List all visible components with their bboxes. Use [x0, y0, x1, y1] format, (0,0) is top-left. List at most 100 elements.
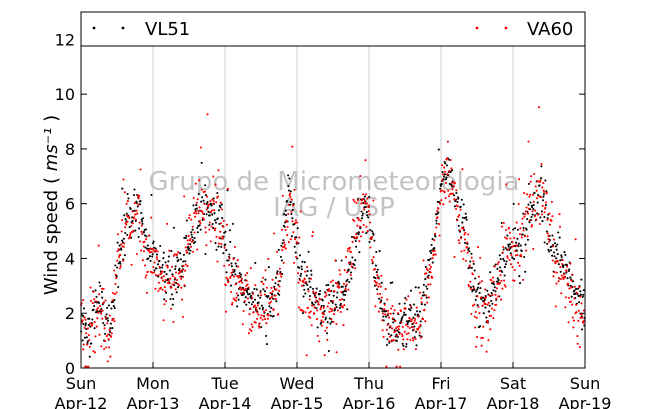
- data-point-VA60: [545, 191, 548, 194]
- data-point-VA60: [346, 249, 349, 253]
- data-point-VA60: [130, 224, 133, 228]
- data-point-VL51: [361, 214, 364, 217]
- data-point-VL51: [162, 251, 165, 254]
- data-point-VA60: [89, 322, 92, 325]
- data-point-VA60: [271, 295, 274, 298]
- y-axis-label-paren-open: (: [41, 177, 62, 184]
- data-point-VA60: [424, 320, 427, 323]
- data-point-VA60: [157, 281, 160, 284]
- data-point-VL51: [569, 276, 572, 279]
- data-point-VA60: [346, 271, 349, 274]
- data-point-VL51: [415, 330, 418, 333]
- data-point-VL51: [107, 304, 110, 307]
- data-point-VL51: [201, 196, 204, 199]
- data-point-VA60: [517, 202, 520, 206]
- data-point-VA60: [415, 306, 418, 309]
- data-point-VL51: [328, 293, 331, 296]
- data-point-VL51: [248, 301, 251, 304]
- data-point-VA60: [441, 164, 444, 167]
- data-point-VA60: [481, 336, 485, 339]
- data-point-VA60: [578, 346, 581, 349]
- data-point-VA60: [409, 338, 412, 342]
- data-point-VL51: [504, 246, 507, 250]
- data-point-VA60: [151, 247, 154, 250]
- data-point-VL51: [564, 253, 567, 256]
- data-point-VL51: [544, 203, 547, 207]
- data-point-VA60: [391, 304, 394, 308]
- data-point-VA60: [104, 340, 107, 343]
- data-point-VL51: [216, 217, 219, 220]
- data-point-VA60: [89, 286, 92, 289]
- data-point-VA60: [373, 268, 377, 271]
- data-point-VA60: [267, 314, 270, 317]
- data-point-VA60: [138, 221, 141, 224]
- data-point-VL51: [237, 298, 240, 301]
- data-point-VL51: [346, 308, 349, 311]
- data-point-VA60: [241, 323, 244, 326]
- data-point-VL51: [348, 280, 351, 284]
- data-point-VA60: [131, 210, 134, 213]
- data-point-VA60: [273, 287, 276, 290]
- x-tick-label-date: Apr-15: [271, 394, 324, 409]
- data-point-VA60: [293, 188, 296, 192]
- data-point-VA60: [472, 287, 475, 290]
- data-point-VA60: [540, 213, 544, 216]
- data-point-VL51: [465, 218, 468, 221]
- data-point-VA60: [347, 261, 351, 264]
- y-tick-label: 6: [65, 195, 75, 214]
- data-point-VL51: [354, 259, 357, 262]
- data-point-VL51: [378, 297, 381, 300]
- data-point-VA60: [522, 278, 525, 281]
- data-point-VA60: [454, 207, 458, 211]
- data-point-VA60: [184, 263, 187, 266]
- data-point-VA60: [529, 193, 532, 196]
- data-point-VL51: [283, 225, 286, 228]
- data-point-VA60: [185, 249, 188, 252]
- data-point-VL51: [557, 231, 560, 234]
- data-point-VL51: [274, 282, 277, 285]
- data-point-VA60: [284, 247, 287, 250]
- data-point-VA60: [186, 239, 189, 242]
- data-point-VL51: [358, 251, 361, 254]
- data-point-VA60: [113, 269, 116, 272]
- data-point-VA60: [377, 285, 380, 288]
- data-point-VA60: [406, 325, 409, 328]
- data-point-VA60: [191, 240, 194, 243]
- data-point-VA60: [122, 245, 125, 248]
- x-tick-label-date: Apr-13: [127, 394, 180, 409]
- data-point-VA60: [582, 321, 585, 324]
- data-point-VA60: [374, 305, 377, 308]
- data-point-VL51: [220, 203, 223, 206]
- data-point-VL51: [155, 267, 158, 270]
- legend-marker-VL51: [92, 26, 96, 30]
- data-point-VL51: [532, 208, 535, 211]
- data-point-VL51: [250, 294, 253, 297]
- data-point-VL51: [90, 342, 93, 345]
- data-point-VA60: [428, 263, 431, 267]
- data-point-VL51: [460, 198, 463, 201]
- data-point-VA60: [170, 286, 173, 289]
- data-point-VA60: [192, 196, 195, 199]
- data-point-VL51: [205, 202, 208, 205]
- data-point-VL51: [228, 229, 231, 232]
- data-point-VA60: [369, 238, 372, 241]
- data-point-VL51: [360, 217, 364, 220]
- data-point-VL51: [208, 214, 211, 217]
- data-point-VA60: [326, 305, 329, 308]
- data-point-VA60: [492, 317, 495, 320]
- data-point-VA60: [198, 206, 201, 209]
- data-point-VA60: [250, 329, 253, 332]
- data-point-VA60: [462, 227, 465, 231]
- data-point-VA60: [111, 299, 114, 302]
- data-point-VA60: [534, 209, 537, 212]
- data-point-VA60: [249, 307, 252, 310]
- data-point-VA60: [259, 316, 262, 319]
- data-point-VA60: [495, 287, 499, 290]
- data-point-VA60: [159, 273, 162, 276]
- data-point-VA60: [88, 345, 91, 348]
- data-point-VA60: [408, 317, 412, 320]
- data-point-VA60: [271, 290, 274, 293]
- data-point-VL51: [118, 260, 122, 263]
- data-point-VL51: [116, 266, 119, 269]
- data-point-VA60: [510, 245, 513, 248]
